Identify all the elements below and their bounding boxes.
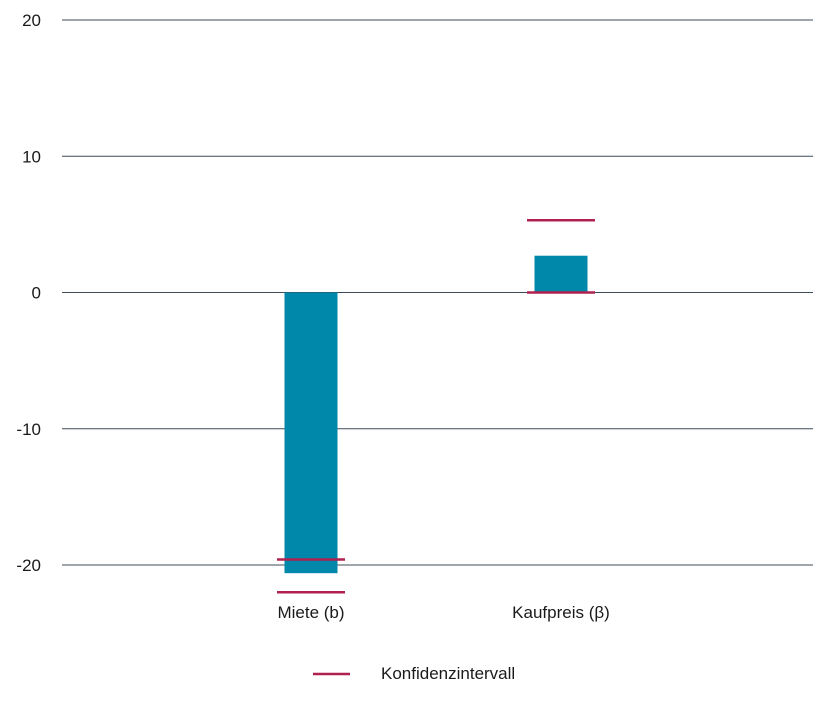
y-tick-label: 20: [22, 11, 41, 30]
x-category-label: Miete (b): [277, 603, 344, 622]
y-tick-label: 0: [32, 284, 41, 303]
y-tick-label: 10: [22, 147, 41, 166]
bar: [534, 255, 588, 293]
legend-label-confidence-interval: Konfidenzintervall: [381, 664, 515, 683]
y-tick-label: -10: [16, 420, 41, 439]
bar: [284, 292, 338, 574]
x-axis-category-labels: Miete (b) Kaufpreis (β): [277, 603, 609, 622]
legend: Konfidenzintervall: [313, 664, 515, 683]
grid-lines: [62, 19, 813, 566]
y-tick-label: -20: [16, 556, 41, 575]
bars: [284, 255, 588, 574]
x-category-label: Kaufpreis (β): [512, 603, 610, 622]
confidence-interval-marks: [277, 219, 595, 594]
y-axis-tick-labels: 20 10 0 -10 -20: [16, 11, 41, 575]
